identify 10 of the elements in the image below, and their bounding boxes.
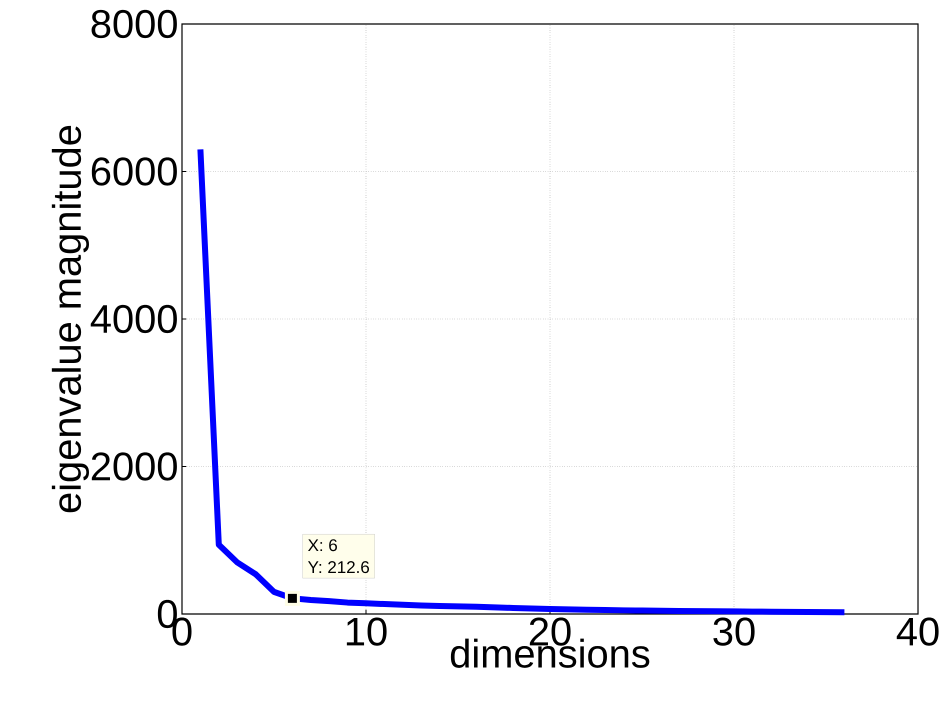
annotation: X: 6 — [308, 539, 337, 552]
y-axis-title: eigenvalue magnitude — [52, 126, 89, 512]
y-tick-label: 6000 — [92, 157, 177, 186]
x-tick-label: 10 — [346, 618, 387, 646]
y-tick-label: 2000 — [92, 452, 177, 481]
y-tick-label: 4000 — [90, 304, 177, 334]
x-tick-label: 40 — [896, 618, 939, 646]
x-tick-label: 30 — [713, 618, 755, 646]
annotation: Y: 212.6 — [308, 561, 369, 574]
y-tick-label: 8000 — [92, 10, 177, 38]
